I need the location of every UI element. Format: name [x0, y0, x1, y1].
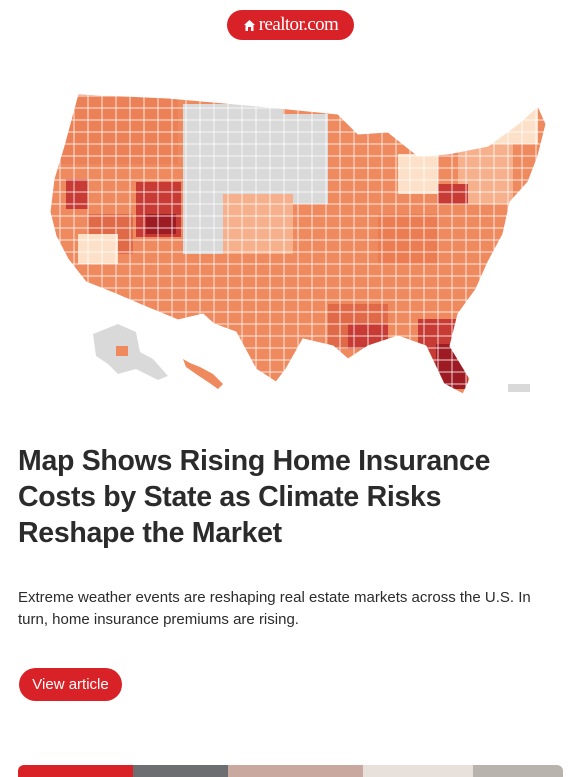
insurance-cost-map-image: [49, 93, 547, 395]
article-title[interactable]: Map Shows Rising Home Insurance Costs by…: [18, 445, 491, 549]
view-article-button[interactable]: View article: [19, 668, 122, 701]
logo-text: realtor.com: [258, 14, 339, 35]
article-summary: Extreme weather events are reshaping rea…: [18, 589, 531, 628]
house-icon: [243, 19, 256, 32]
realtor-logo[interactable]: realtor.com: [227, 10, 354, 40]
next-article-thumbnail[interactable]: [18, 765, 563, 777]
